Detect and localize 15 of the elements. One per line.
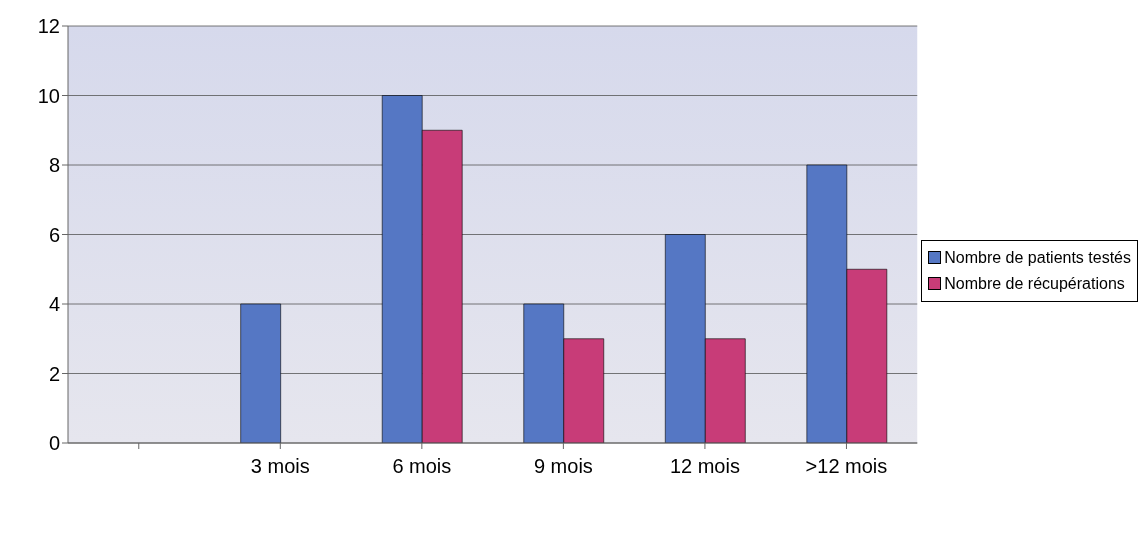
y-tick-label: 4: [48, 293, 60, 316]
x-tick-label: 3 mois: [250, 455, 310, 478]
x-tick-label: 9 mois: [533, 455, 593, 478]
x-tick-label: 12 mois: [669, 455, 740, 478]
y-tick-label: 0: [48, 432, 60, 455]
y-tick-label: 2: [48, 362, 60, 385]
x-tick-label: >12 mois: [805, 455, 888, 478]
x-tick-label: 6 mois: [392, 455, 452, 478]
y-tick-label: 6: [48, 223, 60, 246]
y-tick-label: 10: [37, 84, 60, 107]
legend-label: Nombre de récupérations: [944, 273, 1125, 294]
legend-label: Nombre de patients testés: [944, 247, 1131, 268]
bar: [240, 303, 281, 443]
y-tick-label: 8: [48, 154, 60, 177]
y-tick-label: 12: [37, 15, 60, 38]
